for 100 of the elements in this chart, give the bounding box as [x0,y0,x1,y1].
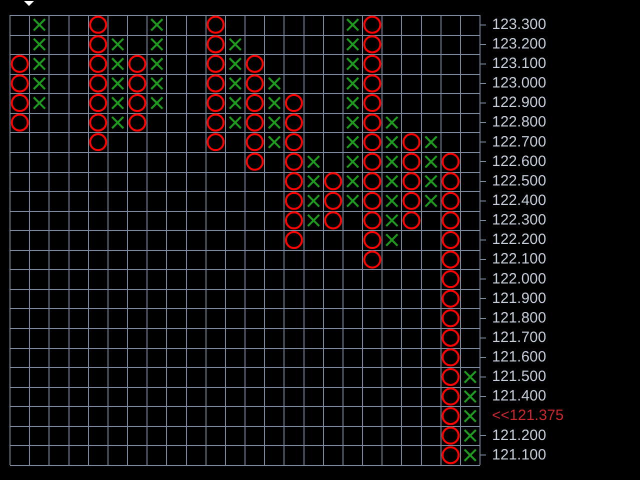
y-tick-label: 122.700 [492,133,546,150]
point [424,194,438,208]
point [89,54,108,73]
point [284,211,303,230]
point [324,192,342,210]
point [284,152,303,171]
y-tick-label: 121.600 [492,348,546,366]
point [206,35,225,54]
point [363,35,382,54]
point [442,172,460,190]
point [89,16,108,34]
point [346,18,360,32]
point [111,96,124,110]
point [385,116,399,130]
point [306,214,320,228]
point [89,35,108,54]
y-tick-label: 121.700 [492,328,546,346]
point [442,192,460,210]
point [363,94,382,112]
point [363,54,382,73]
point [363,74,382,92]
y-tick-label: 122.500 [492,172,546,190]
point [306,174,320,188]
point [10,114,29,132]
point [246,74,264,92]
point [346,38,360,52]
point [150,76,164,90]
point [402,152,420,171]
point [402,172,420,190]
point [268,116,282,130]
point [346,155,360,168]
point [206,114,225,132]
point [89,94,108,112]
point [150,57,164,71]
point [111,116,124,130]
point [346,174,360,188]
point [268,96,282,110]
point [268,76,282,90]
point [32,38,46,52]
point [150,38,164,52]
point [442,446,460,464]
point [363,114,382,132]
point [111,38,124,52]
point [284,231,303,249]
y-tick-label: 122.400 [492,192,546,210]
point [206,133,225,152]
point [284,192,303,210]
point [128,94,146,112]
point [402,211,420,230]
point [128,74,146,92]
point [246,114,264,132]
point [346,136,360,149]
point [385,136,399,149]
point [363,172,382,190]
point [284,172,303,190]
y-tick-label: 122.200 [492,231,546,248]
point [228,96,242,110]
point [32,76,46,90]
point [128,54,146,73]
point [246,133,264,152]
point [284,133,303,152]
point [385,233,399,247]
point [128,114,146,132]
point [111,76,124,90]
y-tick-label: 122.800 [492,114,546,131]
point [346,194,360,208]
point [284,94,303,112]
point [10,94,29,112]
point [10,74,29,92]
point [464,448,477,462]
point [464,370,477,384]
point [246,54,264,73]
point [464,428,477,442]
point [150,18,164,32]
point [346,57,360,71]
point [442,270,460,288]
point [206,94,225,112]
y-tick-label: 122.900 [492,94,546,112]
point [363,133,382,152]
point [442,290,460,308]
point [385,155,399,168]
point [206,74,225,92]
point [442,328,460,347]
point [385,214,399,228]
point [284,114,303,132]
point [206,16,225,34]
point [424,155,438,168]
y-tick-label: 123.200 [492,35,546,52]
point [89,74,108,92]
point [346,116,360,130]
point [246,94,264,112]
point [442,152,460,171]
point [363,250,382,269]
y-tick-label: 122.000 [492,270,546,288]
point [150,96,164,110]
point [306,194,320,208]
point [442,250,460,269]
y-tick-label: 122.600 [492,152,546,170]
point [385,194,399,208]
point [442,309,460,328]
